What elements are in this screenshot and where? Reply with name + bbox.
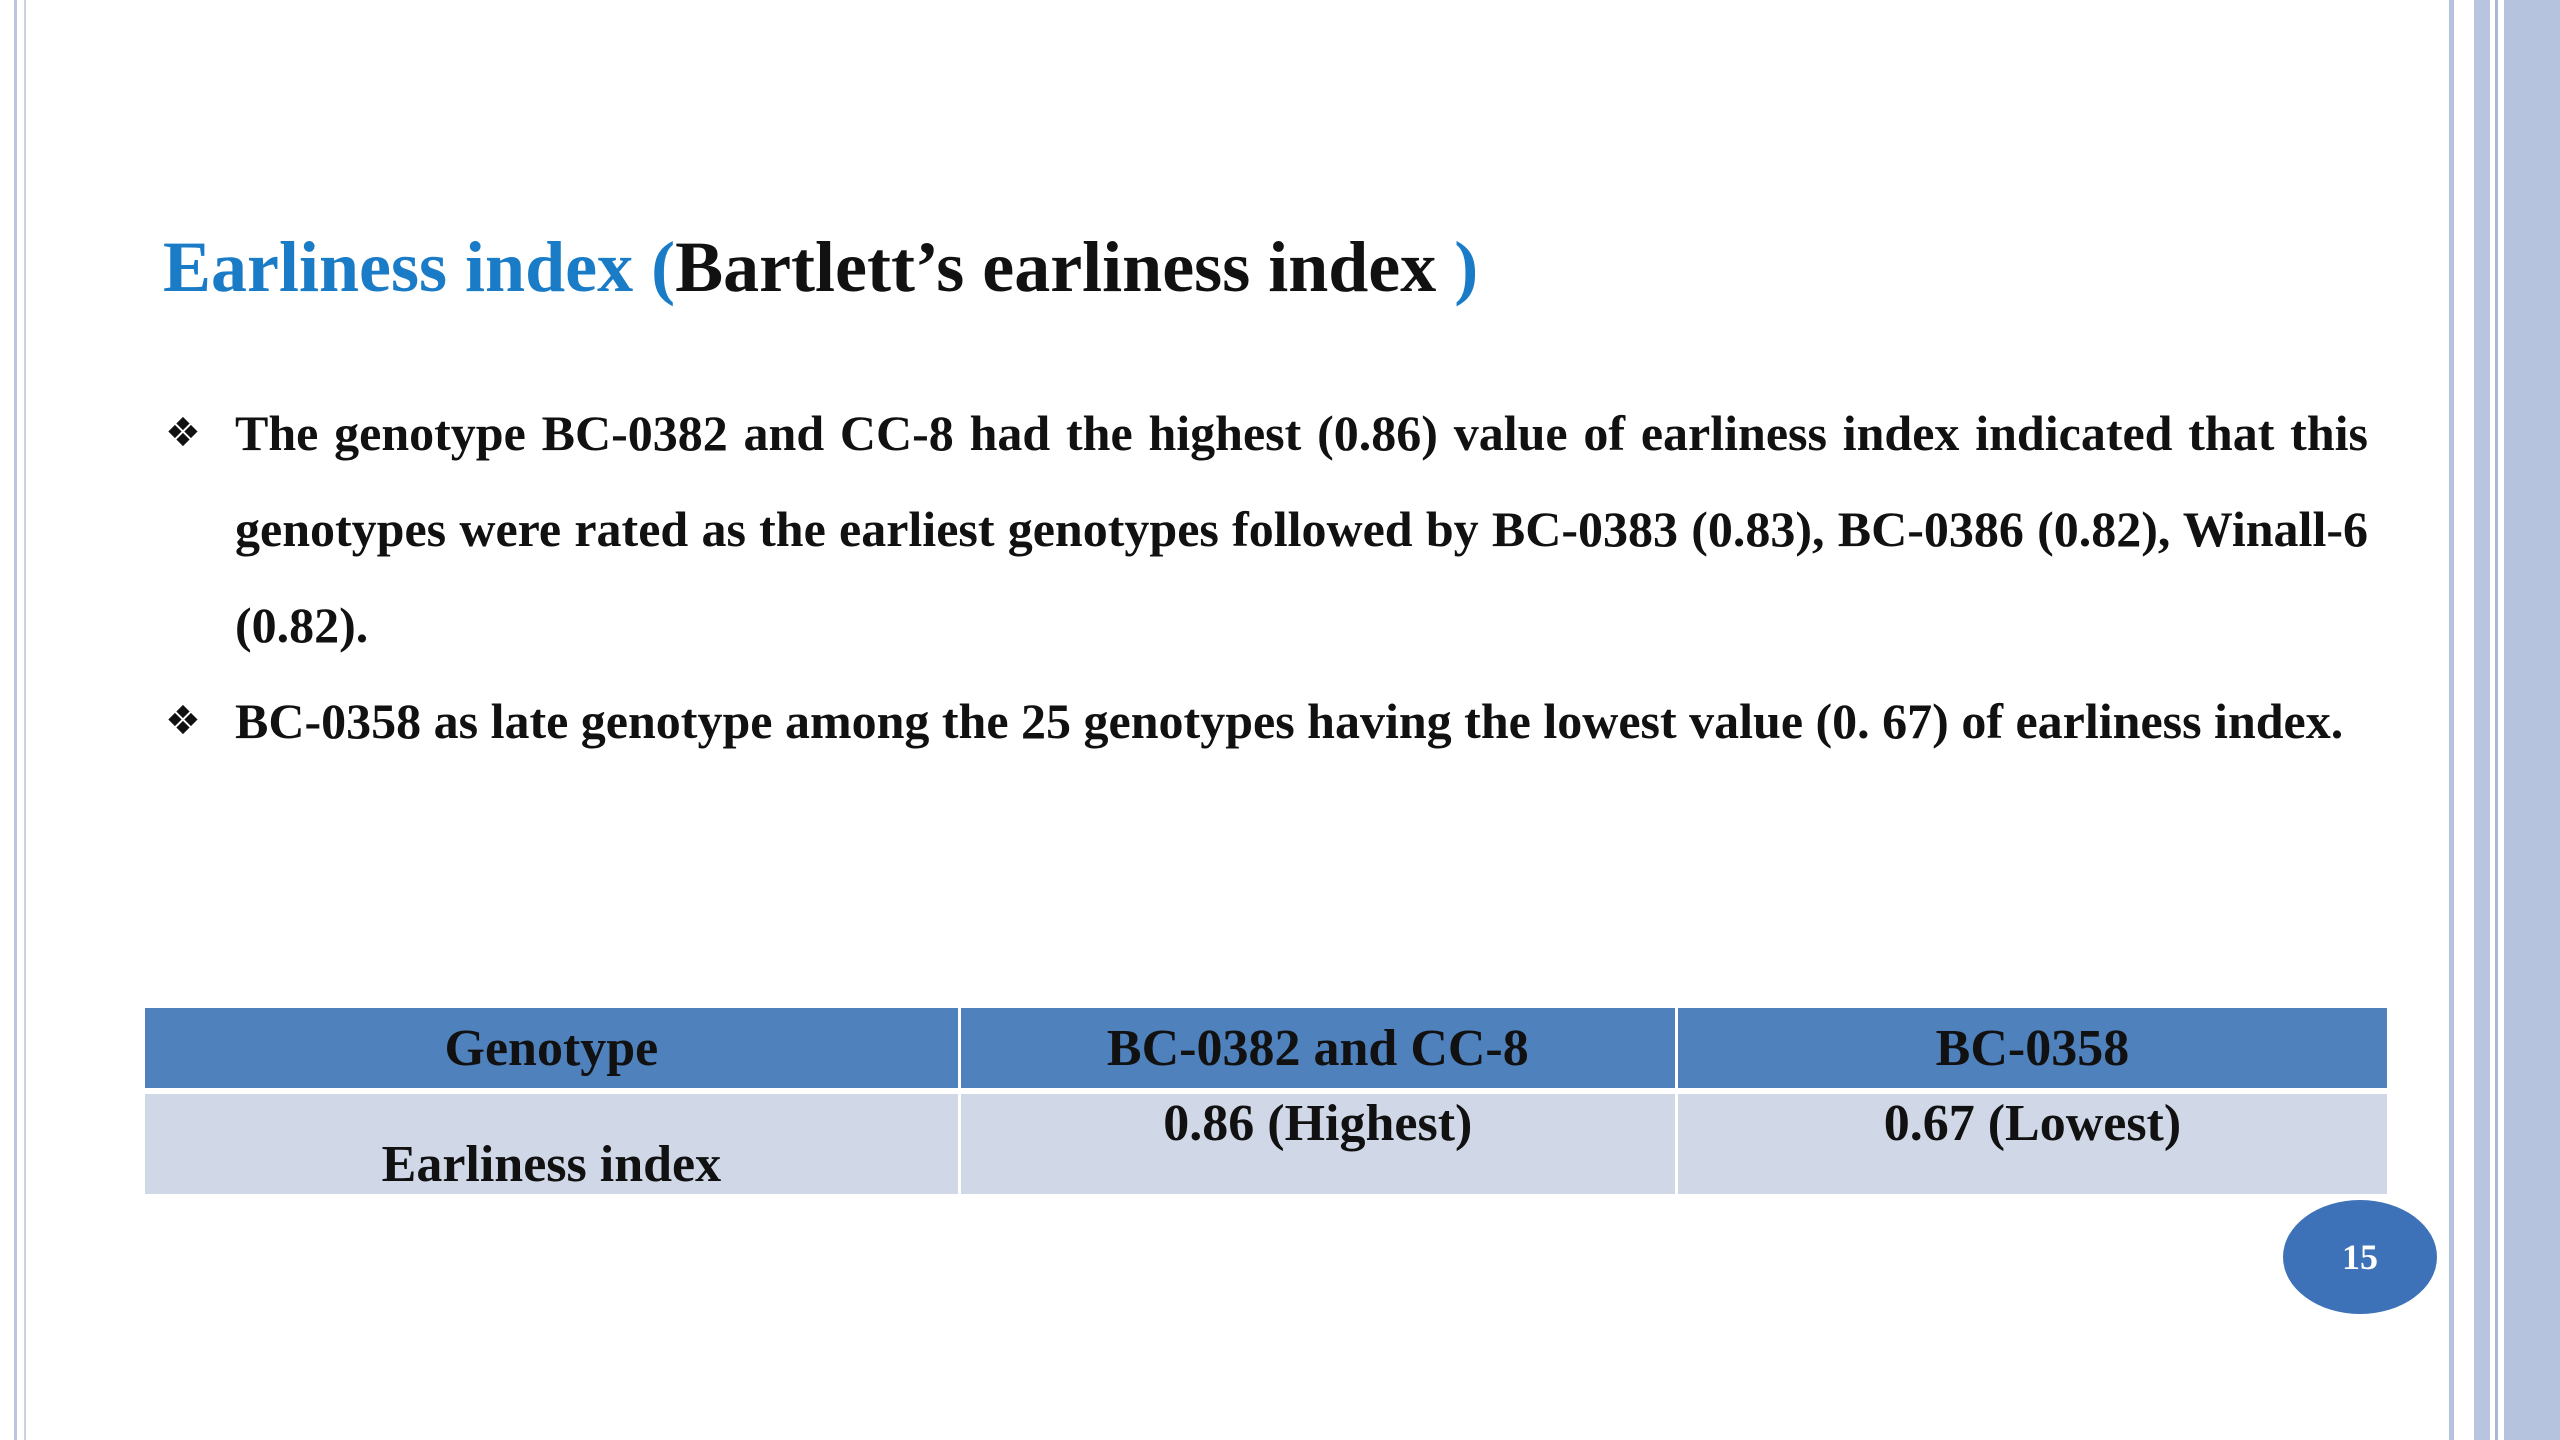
title-blue-part: Earliness index ( <box>163 227 676 307</box>
diamond-bullet-icon: ❖ <box>165 698 201 744</box>
table-cell-highest: 0.86 (Highest) <box>959 1091 1678 1194</box>
title-dark-part: Bartlett’s earliness index <box>675 227 1455 307</box>
bullet-text: The genotype BC-0382 and CC-8 had the hi… <box>235 405 2368 653</box>
table-cell-label: Earliness index <box>145 1091 961 1194</box>
diamond-bullet-icon: ❖ <box>165 410 201 456</box>
slide-title: Earliness index (Bartlett’s earliness in… <box>163 222 1478 312</box>
table-row: Earliness index 0.86 (Highest) 0.67 (Low… <box>145 1091 2387 1194</box>
table-header-bc0358: BC-0358 <box>1676 1008 2387 1094</box>
table-cell-lowest: 0.67 (Lowest) <box>1676 1091 2387 1194</box>
right-border-line-outer <box>2495 0 2498 1440</box>
left-border-line-inner <box>24 0 26 1440</box>
bullet-item: ❖ BC-0358 as late genotype among the 25 … <box>163 673 2368 769</box>
page-number-badge: 15 <box>2283 1200 2437 1314</box>
title-close-paren: ) <box>1454 227 1479 307</box>
bullet-item: ❖ The genotype BC-0382 and CC-8 had the … <box>163 385 2368 673</box>
right-border-band <box>2504 0 2560 1440</box>
bullet-list: ❖ The genotype BC-0382 and CC-8 had the … <box>163 385 2368 769</box>
table-header-row: Genotype BC-0382 and CC-8 BC-0358 <box>145 1008 2387 1094</box>
right-border-bar <box>2474 0 2490 1440</box>
left-border-line <box>14 0 17 1440</box>
earliness-table: Genotype BC-0382 and CC-8 BC-0358 Earlin… <box>145 1008 2387 1194</box>
table-header-genotype: Genotype <box>145 1008 961 1094</box>
table-header-bc0382-cc8: BC-0382 and CC-8 <box>959 1008 1678 1094</box>
bullet-text: BC-0358 as late genotype among the 25 ge… <box>235 693 2344 749</box>
right-border-line <box>2449 0 2454 1440</box>
